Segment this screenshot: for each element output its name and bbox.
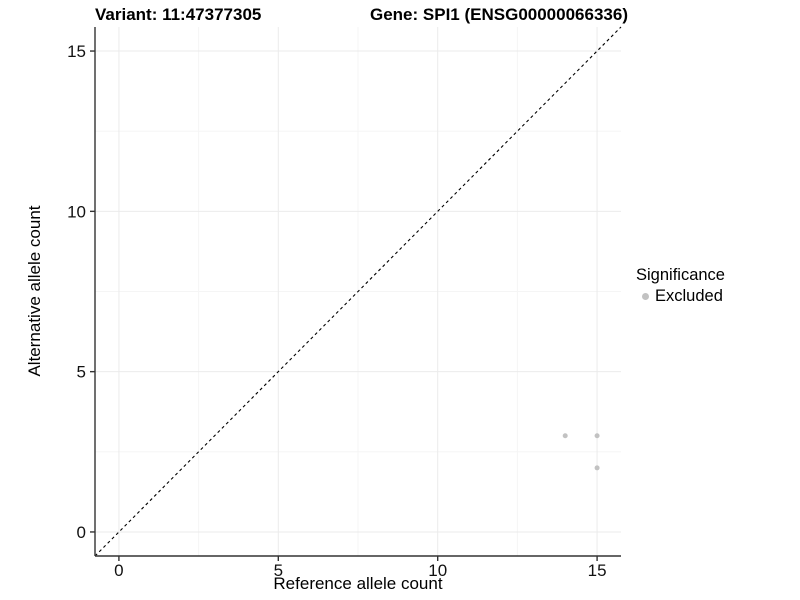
x-axis-title: Reference allele count bbox=[273, 574, 443, 593]
legend-item-excluded: Excluded bbox=[636, 286, 725, 307]
variant-title: Variant: 11:47377305 bbox=[95, 5, 262, 24]
legend-point-icon bbox=[642, 293, 649, 300]
y-tick-label: 15 bbox=[67, 42, 86, 61]
legend: Significance Excluded bbox=[636, 265, 725, 307]
x-tick-label: 5 bbox=[274, 561, 283, 580]
identity-reference-line bbox=[94, 26, 622, 557]
legend-item-label: Excluded bbox=[655, 287, 723, 305]
y-axis-title: Alternative allele count bbox=[25, 205, 44, 377]
legend-title: Significance bbox=[636, 266, 725, 284]
y-tick-label: 10 bbox=[67, 202, 86, 221]
y-tick-label: 5 bbox=[77, 363, 86, 382]
gene-title: Gene: SPI1 (ENSG00000066336) bbox=[370, 5, 628, 24]
data-point bbox=[594, 465, 600, 471]
x-tick-label: 0 bbox=[114, 561, 123, 580]
x-tick-label: 15 bbox=[588, 561, 607, 580]
data-point bbox=[594, 433, 600, 439]
x-tick-label: 10 bbox=[428, 561, 447, 580]
y-tick-label: 0 bbox=[77, 523, 86, 542]
data-point bbox=[562, 433, 568, 439]
